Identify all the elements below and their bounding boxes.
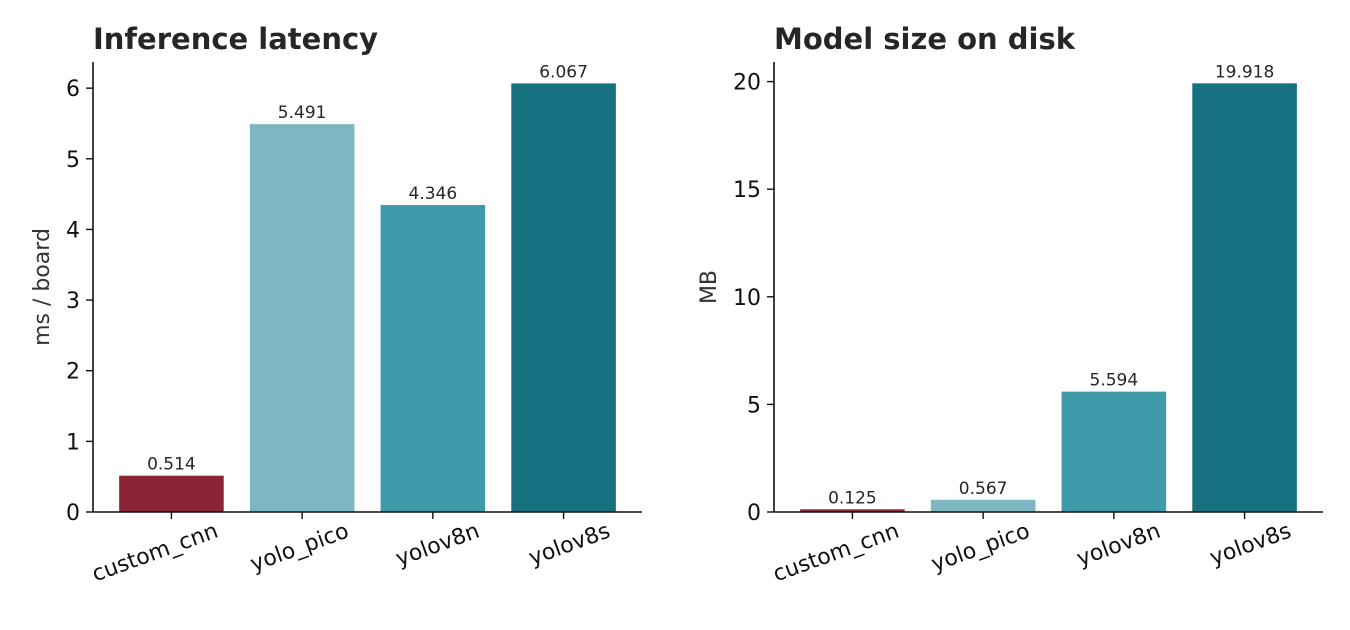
x-tick-label: custom_cnn [89, 519, 222, 588]
y-tick-label: 2 [66, 360, 80, 385]
bar-yolov8n [1061, 391, 1167, 512]
bar-yolov8n [380, 204, 486, 512]
y-tick-label: 4 [66, 218, 80, 243]
latency-chart: Inference latency ms / board 0.514 custom… [30, 22, 642, 587]
bar-yolov8s [511, 83, 616, 512]
bar-yolov8s [1192, 83, 1297, 513]
y-tick-label: 0 [66, 501, 80, 526]
x-tick-label: yolov8s [526, 519, 614, 571]
bar-yolo_pico [930, 499, 1036, 512]
y-axis-label: MB [697, 270, 722, 304]
x-tick-label: yolo_pico [247, 519, 352, 578]
y-tick-label: 0 [747, 501, 761, 526]
x-tick-label: yolov8n [1074, 519, 1164, 572]
x-tick-label: custom_cnn [770, 519, 903, 588]
data-label: 5.491 [278, 103, 327, 123]
data-label: 0.514 [147, 455, 196, 475]
y-tick-label: 1 [66, 430, 80, 455]
bar-yolo_pico [249, 124, 355, 512]
data-label: 0.567 [959, 479, 1008, 499]
y-tick-label: 10 [733, 286, 761, 311]
data-label: 0.125 [828, 488, 877, 508]
bar-custom_cnn [800, 509, 905, 512]
chart-title: Model size on disk [774, 22, 1076, 56]
model-size-chart: Model size on disk MB 0.125 custom_cnn 0.5… [697, 22, 1323, 587]
y-tick-label: 15 [733, 178, 761, 203]
data-label: 4.346 [409, 184, 458, 204]
x-tick-label: yolov8n [393, 519, 483, 572]
y-tick-label: 5 [66, 148, 80, 173]
bar-custom_cnn [119, 475, 224, 512]
chart-title: Inference latency [93, 22, 378, 56]
y-tick-label: 5 [747, 393, 761, 418]
y-tick-label: 20 [733, 71, 761, 96]
data-label: 19.918 [1215, 62, 1274, 82]
y-tick-label: 6 [66, 77, 80, 102]
data-label: 6.067 [539, 62, 588, 82]
x-tick-label: yolov8s [1207, 519, 1295, 571]
y-axis-label: ms / board [30, 228, 55, 346]
y-tick-label: 3 [66, 289, 80, 314]
data-label: 5.594 [1090, 371, 1139, 391]
x-tick-label: yolo_pico [928, 519, 1033, 578]
